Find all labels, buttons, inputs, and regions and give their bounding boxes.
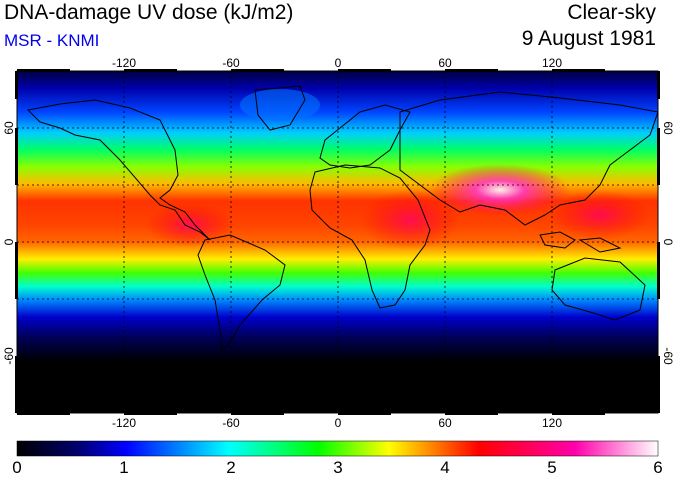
colorbar	[17, 441, 658, 456]
lon-tick-top: 60	[438, 56, 452, 70]
central-america-maximum	[145, 203, 235, 247]
greenland-coast	[254, 85, 306, 131]
map-title: DNA-damage UV dose (kJ/m2)	[4, 1, 294, 24]
africa-coast	[309, 164, 431, 309]
colorbar-label: 4	[440, 458, 450, 477]
lon-tick-bottom: 60	[438, 416, 452, 430]
lon-tick-top: 0	[335, 56, 342, 70]
tibetan-plateau-maximum	[430, 164, 570, 216]
island-coast	[539, 231, 576, 249]
graticule	[17, 71, 658, 413]
colorbar-label: 5	[547, 458, 557, 477]
lon-tick-labels: -120 -60 0 60 120 -120 -60 0 60 120	[112, 56, 562, 430]
lat-tick-left: 60	[2, 121, 16, 135]
colorbar-label: 6	[653, 458, 663, 477]
colorbar-frame	[16, 440, 659, 457]
south-america-coast	[197, 234, 286, 351]
australia-coast	[551, 257, 646, 321]
lon-tick-bottom: 0	[335, 416, 342, 430]
arabia-africa-maximum	[360, 190, 460, 250]
frame-scale	[15, 69, 660, 415]
europe-coast	[319, 104, 411, 169]
sky-condition-label: Clear-sky	[567, 1, 656, 24]
lon-tick-bottom: -120	[112, 416, 136, 430]
colorbar-label: 0	[12, 458, 22, 477]
lat-tick-right: 0	[661, 239, 675, 246]
lon-tick-top: 120	[542, 56, 562, 70]
coastlines	[26, 85, 658, 351]
asia-coast	[399, 91, 658, 226]
lon-tick-top: -120	[112, 56, 136, 70]
date-label: 9 August 1981	[521, 27, 656, 50]
colorbar-label: 1	[119, 458, 129, 477]
colorbar-label: 2	[226, 458, 236, 477]
island-coast	[578, 237, 622, 253]
lat-tick-labels: 60 0 -60 60 0 -60	[2, 121, 675, 365]
west-pacific-maximum	[550, 190, 650, 240]
lon-tick-bottom: -60	[222, 416, 240, 430]
lon-tick-top: -60	[222, 56, 240, 70]
source-label: MSR - KNMI	[4, 31, 100, 50]
lat-tick-left: 0	[2, 238, 16, 245]
lat-tick-right: 60	[661, 121, 675, 135]
lat-tick-right: -60	[661, 347, 675, 365]
colorbar-label: 3	[333, 458, 343, 477]
lon-tick-bottom: 120	[542, 416, 562, 430]
lat-tick-left: -60	[2, 347, 16, 365]
greenland-low	[240, 89, 320, 121]
north-america-coast	[26, 99, 211, 241]
